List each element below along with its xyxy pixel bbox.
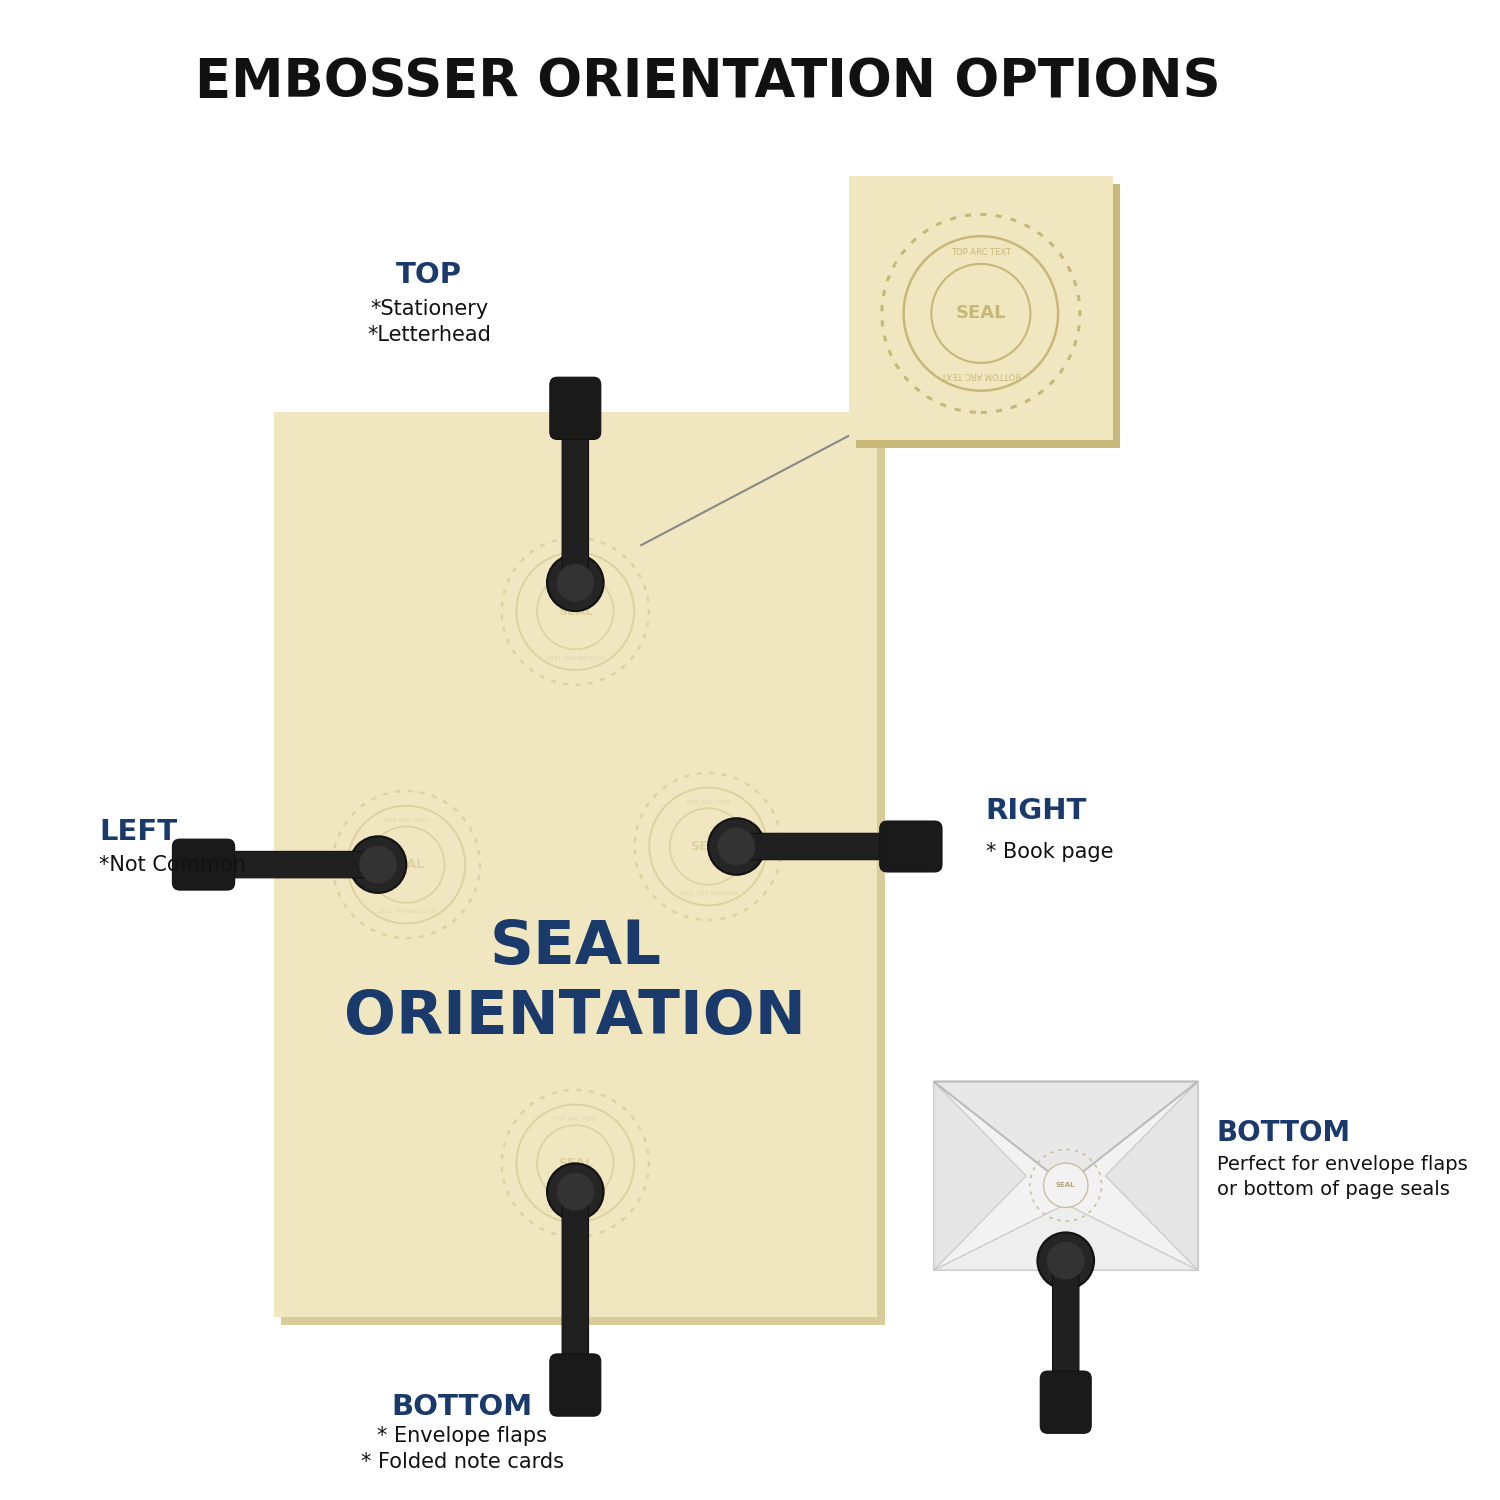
Text: SEAL: SEAL bbox=[388, 858, 424, 871]
Text: TOP ARC TEXT: TOP ARC TEXT bbox=[951, 248, 1011, 256]
Text: BOTTOM ARC TEXT: BOTTOM ARC TEXT bbox=[546, 652, 604, 657]
FancyBboxPatch shape bbox=[550, 376, 602, 440]
Text: * Envelope flaps
* Folded note cards: * Envelope flaps * Folded note cards bbox=[360, 1426, 564, 1472]
FancyBboxPatch shape bbox=[849, 176, 1113, 440]
Polygon shape bbox=[1106, 1082, 1198, 1270]
Circle shape bbox=[708, 818, 765, 874]
Text: *Not Common: *Not Common bbox=[99, 855, 246, 874]
Polygon shape bbox=[933, 1204, 1198, 1270]
Text: BOTTOM ARC TEXT: BOTTOM ARC TEXT bbox=[940, 370, 1020, 380]
Text: BOTTOM ARC TEXT: BOTTOM ARC TEXT bbox=[546, 1204, 604, 1210]
FancyBboxPatch shape bbox=[1053, 1268, 1078, 1386]
Text: *Stationery
*Letterhead: *Stationery *Letterhead bbox=[368, 298, 490, 345]
Circle shape bbox=[537, 573, 614, 650]
FancyBboxPatch shape bbox=[280, 420, 885, 1324]
Circle shape bbox=[548, 1164, 603, 1220]
Circle shape bbox=[932, 264, 1030, 363]
Text: TOP ARC TEXT: TOP ARC TEXT bbox=[554, 564, 597, 570]
Text: Perfect for envelope flaps
or bottom of page seals: Perfect for envelope flaps or bottom of … bbox=[1216, 1155, 1467, 1198]
FancyBboxPatch shape bbox=[933, 1082, 1198, 1270]
Circle shape bbox=[1047, 1242, 1084, 1280]
Circle shape bbox=[1038, 1233, 1094, 1288]
FancyBboxPatch shape bbox=[1041, 1371, 1090, 1434]
FancyBboxPatch shape bbox=[880, 821, 942, 872]
Text: LEFT: LEFT bbox=[99, 818, 177, 846]
FancyBboxPatch shape bbox=[219, 852, 372, 877]
Text: TOP: TOP bbox=[396, 261, 462, 290]
Circle shape bbox=[670, 808, 747, 885]
Text: SEAL: SEAL bbox=[1056, 1182, 1076, 1188]
Text: BOTTOM: BOTTOM bbox=[1216, 1119, 1352, 1148]
Circle shape bbox=[556, 1173, 594, 1210]
Circle shape bbox=[358, 846, 398, 883]
FancyBboxPatch shape bbox=[550, 1354, 602, 1416]
Text: RIGHT: RIGHT bbox=[986, 796, 1088, 825]
Circle shape bbox=[1044, 1162, 1088, 1208]
FancyBboxPatch shape bbox=[562, 424, 588, 576]
Circle shape bbox=[350, 837, 406, 892]
Text: BOTTOM ARC TEXT: BOTTOM ARC TEXT bbox=[376, 906, 436, 912]
Text: SEAL: SEAL bbox=[956, 304, 1006, 322]
Text: TOP ARC TEXT: TOP ARC TEXT bbox=[686, 800, 730, 806]
Text: EMBOSSER ORIENTATION OPTIONS: EMBOSSER ORIENTATION OPTIONS bbox=[195, 56, 1220, 108]
Text: BOTTOM ARC TEXT: BOTTOM ARC TEXT bbox=[678, 888, 738, 892]
Circle shape bbox=[368, 827, 444, 903]
Polygon shape bbox=[933, 1082, 1198, 1185]
FancyBboxPatch shape bbox=[742, 834, 896, 860]
FancyBboxPatch shape bbox=[562, 1198, 588, 1370]
Text: SEAL: SEAL bbox=[558, 604, 592, 618]
Text: BOTTOM: BOTTOM bbox=[392, 1394, 532, 1420]
FancyBboxPatch shape bbox=[273, 413, 878, 1317]
Text: SEAL: SEAL bbox=[690, 840, 726, 854]
FancyBboxPatch shape bbox=[172, 839, 234, 890]
Text: SEAL: SEAL bbox=[558, 1156, 592, 1170]
FancyBboxPatch shape bbox=[856, 183, 1120, 447]
Polygon shape bbox=[933, 1082, 1026, 1270]
Text: SEAL
ORIENTATION: SEAL ORIENTATION bbox=[345, 918, 806, 1047]
Circle shape bbox=[548, 555, 603, 610]
Circle shape bbox=[717, 828, 756, 866]
Text: * Book page: * Book page bbox=[986, 842, 1113, 862]
Circle shape bbox=[537, 1125, 614, 1202]
Text: TOP ARC TEXT: TOP ARC TEXT bbox=[384, 818, 429, 824]
Text: TOP ARC TEXT: TOP ARC TEXT bbox=[554, 1118, 597, 1122]
Circle shape bbox=[556, 564, 594, 602]
